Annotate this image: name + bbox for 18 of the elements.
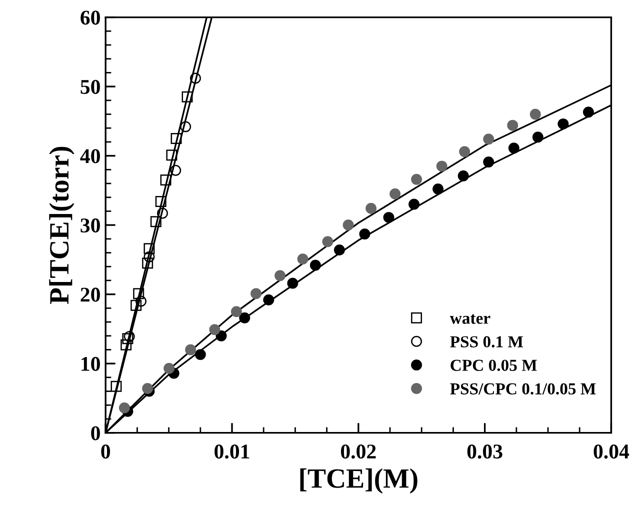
x-axis-title: [TCE](M) <box>300 468 418 494</box>
x-tick-label: 0.02 <box>340 444 376 459</box>
legend-label: PSS/CPC 0.1/0.05 M <box>450 383 596 395</box>
legend-label: water <box>450 314 490 324</box>
legend-label: PSS 0.1 M <box>450 336 523 348</box>
y-tick-label: 30 <box>80 218 100 232</box>
x-tick-label: 0.03 <box>467 444 502 459</box>
y-tick-label: 20 <box>80 288 100 302</box>
x-tick-label: 0.04 <box>594 444 630 459</box>
y-tick-label: 0 <box>91 426 100 440</box>
y-tick-label: 10 <box>82 356 100 371</box>
legend-label: CPC 0.05 M <box>450 360 537 372</box>
y-tick-label: 50 <box>80 80 100 94</box>
x-tick-label: 0.01 <box>214 444 250 459</box>
y-tick-label: 40 <box>80 149 100 164</box>
y-tick-label: 60 <box>80 10 100 25</box>
x-tick-label: 0 <box>101 444 110 459</box>
y-axis-title: P[TCE](torr) <box>49 146 74 304</box>
